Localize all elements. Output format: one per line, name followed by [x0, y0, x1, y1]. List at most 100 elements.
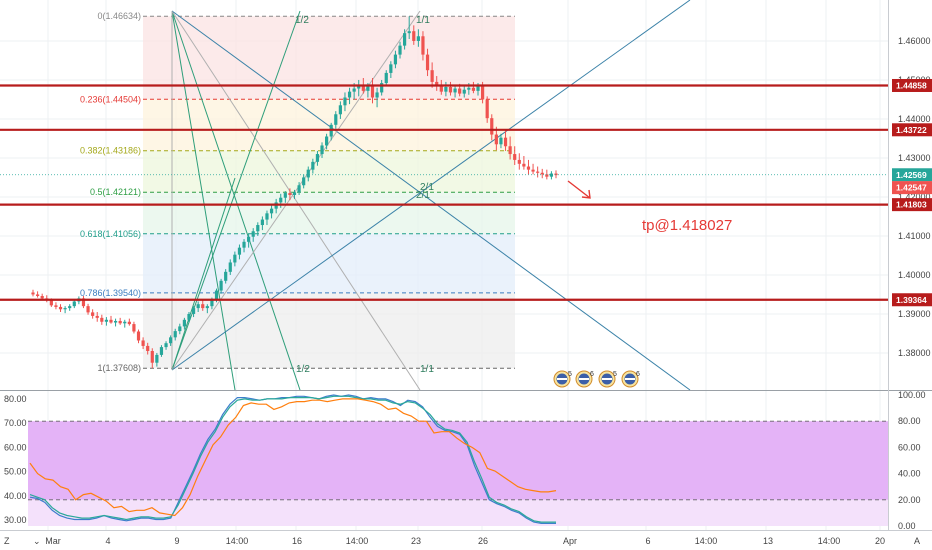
fib-level-label: 0.5(1.42121) — [90, 187, 141, 197]
candle-body — [256, 225, 260, 232]
time-tick: 14:00 — [818, 536, 841, 546]
candle — [283, 191, 287, 203]
price-tick: 1.43000 — [898, 153, 931, 163]
time-tick: 14:00 — [346, 536, 369, 546]
candle-body — [315, 154, 320, 162]
candle — [421, 31, 425, 61]
zoom-icon[interactable]: Z — [4, 536, 10, 546]
candle — [513, 146, 517, 165]
price-tick: 1.41000 — [898, 231, 931, 241]
candle — [159, 345, 164, 357]
candle-body — [95, 315, 99, 318]
candle — [416, 29, 420, 47]
price-label-badge: 1.42569 — [892, 168, 932, 182]
gann-fan[interactable] — [171, 0, 691, 391]
candle — [412, 25, 416, 45]
candle — [178, 323, 182, 335]
candle — [251, 228, 255, 242]
candle — [191, 306, 196, 318]
economic-events[interactable]: 5 6 5 6 — [553, 370, 640, 388]
candle — [58, 304, 63, 312]
event-flag-icon[interactable]: 6 — [621, 370, 640, 388]
candle-body — [430, 70, 434, 82]
gann-line — [171, 0, 691, 371]
candle — [462, 85, 466, 98]
candle-body — [118, 320, 122, 324]
svg-text:5: 5 — [568, 371, 572, 378]
candle-body — [306, 169, 310, 178]
candlestick-series — [0, 16, 888, 369]
candle-body — [40, 296, 44, 299]
candle — [68, 304, 72, 311]
svg-text:6: 6 — [636, 371, 640, 378]
fibonacci-retracement[interactable] — [143, 15, 515, 369]
candle-body — [49, 300, 53, 306]
event-flag-icon[interactable]: 6 — [575, 370, 594, 388]
candle-body — [196, 304, 200, 309]
candle-body — [292, 192, 297, 195]
candle-body — [334, 114, 338, 125]
svg-text:1.43722: 1.43722 — [896, 125, 927, 135]
candle-body — [531, 169, 535, 172]
fib-zone — [143, 150, 515, 193]
candle — [237, 244, 242, 260]
event-flag-icon[interactable]: 5 — [598, 370, 617, 388]
fib-level-label: 1(1.37608) — [97, 363, 141, 373]
candle-body — [352, 88, 356, 92]
candle-body — [311, 161, 315, 170]
candle-body — [178, 326, 182, 332]
candle-body — [403, 33, 407, 46]
candle — [155, 352, 159, 367]
candle-body — [435, 81, 439, 85]
candle-body — [141, 340, 145, 346]
candle — [435, 76, 439, 91]
candle-body — [72, 301, 76, 307]
candle — [224, 269, 228, 284]
candle-body — [81, 298, 86, 307]
osc-left-tick: 60.00 — [4, 442, 27, 452]
candle — [439, 79, 443, 95]
candle — [233, 251, 237, 267]
candle-body — [545, 174, 549, 177]
candle-body — [297, 185, 301, 193]
candle — [370, 78, 375, 104]
candle-body — [494, 134, 498, 145]
candle — [297, 182, 301, 195]
projection-arrow[interactable] — [567, 180, 591, 199]
candle-body — [63, 308, 67, 310]
svg-text:1.42569: 1.42569 — [896, 170, 927, 180]
price-labels: 1.44858 1.43722 1.41803 1.39364 1.42569 1.425… — [892, 78, 932, 307]
candle — [269, 204, 274, 219]
candle-body — [320, 145, 324, 155]
candle-body — [283, 193, 287, 198]
candle-body — [536, 171, 540, 173]
candle — [265, 210, 269, 226]
candle — [196, 301, 200, 312]
fib-level-label: 0.618(1.41056) — [80, 229, 141, 239]
candle — [91, 309, 95, 319]
time-tick: 6 — [645, 536, 650, 546]
candle-body — [347, 91, 352, 98]
candle — [113, 318, 118, 327]
candle-body — [302, 177, 306, 186]
candle — [315, 150, 320, 166]
horizontal-lines[interactable] — [0, 84, 888, 301]
svg-text:1.44858: 1.44858 — [896, 80, 927, 90]
candle — [403, 29, 407, 50]
candle-body — [91, 312, 95, 316]
candle-body — [522, 163, 526, 167]
event-flag-icon[interactable]: 5 — [553, 370, 572, 388]
time-axis[interactable]: Mar 4 9 14:00 16 14:00 23 26 Apr 6 14:00 13 14:00 20 Z… — [4, 536, 920, 546]
svg-text:5: 5 — [613, 371, 617, 378]
candle — [81, 296, 86, 309]
candle — [311, 158, 315, 174]
time-tick: 4 — [105, 536, 110, 546]
osc-tick: 60.00 — [898, 442, 921, 452]
gann-line — [171, 10, 421, 371]
auto-scale-icon[interactable]: A — [914, 536, 920, 546]
fib-zone — [143, 233, 515, 293]
candle-body — [366, 85, 370, 91]
gann-line — [171, 10, 421, 391]
chevron-icon[interactable]: ⌄ — [33, 536, 41, 546]
